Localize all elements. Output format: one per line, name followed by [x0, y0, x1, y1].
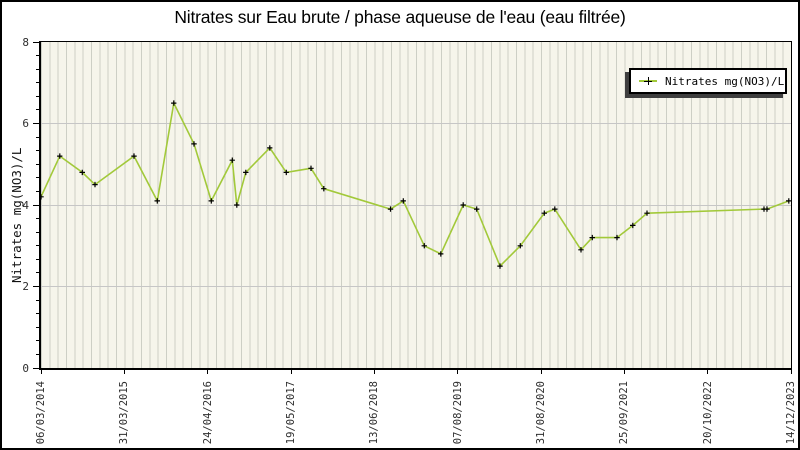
y-minor-tick — [36, 109, 40, 111]
x-major-tick — [540, 368, 542, 374]
legend-plus-icon — [647, 77, 649, 85]
h-gridline — [41, 204, 791, 206]
x-tick-label-text: 31/08/2020 — [535, 381, 547, 445]
x-tick-label-text: 20/10/2022 — [701, 381, 714, 445]
x-tick-label-text: 19/05/2017 — [285, 381, 297, 445]
x-major-tick — [790, 368, 792, 374]
data-point-markers — [41, 100, 791, 269]
y-tick-label: 8 — [22, 35, 29, 49]
gridline-layer — [41, 42, 791, 368]
x-major-tick — [40, 368, 42, 374]
plot-area — [39, 41, 792, 370]
y-minor-tick — [36, 136, 40, 138]
x-tick-label-text: 13/06/2018 — [368, 381, 381, 445]
x-tick-label-text: 25/09/2021 — [618, 381, 631, 445]
x-major-tick — [207, 368, 209, 374]
y-minor-tick — [36, 231, 40, 233]
y-minor-tick — [36, 299, 40, 301]
y-tick-label: 2 — [22, 280, 29, 293]
y-minor-tick — [36, 326, 40, 328]
y-minor-tick — [36, 245, 40, 247]
y-minor-tick — [36, 218, 40, 220]
y-minor-tick — [36, 258, 40, 260]
chart-title: Nitrates sur Eau brute / phase aqueuse d… — [174, 7, 626, 27]
x-major-tick — [457, 368, 459, 374]
x-tick-label-text: 24/04/2016 — [201, 381, 214, 445]
y-major-tick — [33, 123, 40, 124]
x-major-tick — [290, 368, 292, 374]
y-minor-tick — [36, 68, 40, 70]
x-tick-label-text: 07/08/2019 — [451, 381, 464, 445]
legend-line-marker-icon — [639, 77, 657, 86]
x-major-tick — [707, 368, 709, 374]
x-major-tick — [373, 368, 375, 374]
x-major-tick — [623, 368, 625, 374]
x-major-tick — [123, 368, 125, 374]
y-minor-tick — [36, 313, 40, 315]
y-tick-label: 0 — [22, 361, 29, 375]
y-minor-tick — [36, 272, 40, 274]
h-gridline — [41, 123, 791, 124]
y-minor-tick — [36, 82, 40, 84]
x-tick-label-text: 14/12/2023 — [785, 381, 797, 445]
line-series — [41, 100, 791, 269]
y-minor-tick — [36, 163, 40, 165]
y-minor-tick — [36, 353, 40, 355]
y-minor-tick — [36, 55, 40, 57]
y-minor-tick — [36, 150, 40, 152]
y-major-tick — [33, 367, 40, 369]
y-tick-label: 4 — [22, 198, 29, 212]
y-major-tick — [33, 41, 40, 43]
y-minor-tick — [36, 177, 40, 179]
h-gridline — [41, 286, 791, 287]
series-line — [41, 100, 790, 268]
y-tick-label: 6 — [22, 117, 29, 130]
y-major-tick — [33, 286, 40, 287]
y-minor-tick — [36, 340, 40, 342]
y-axis-label: Nitrates mg(NO3)/L — [9, 147, 24, 283]
x-tick-label-text: 06/03/2014 — [35, 381, 47, 445]
legend-box: Nitrates mg(NO3)/L — [629, 68, 787, 94]
y-minor-tick — [36, 190, 40, 192]
y-major-tick — [33, 204, 40, 206]
x-tick-label-text: 31/03/2015 — [118, 381, 131, 445]
y-minor-tick — [36, 95, 40, 97]
legend-label: Nitrates mg(NO3)/L — [665, 74, 785, 88]
